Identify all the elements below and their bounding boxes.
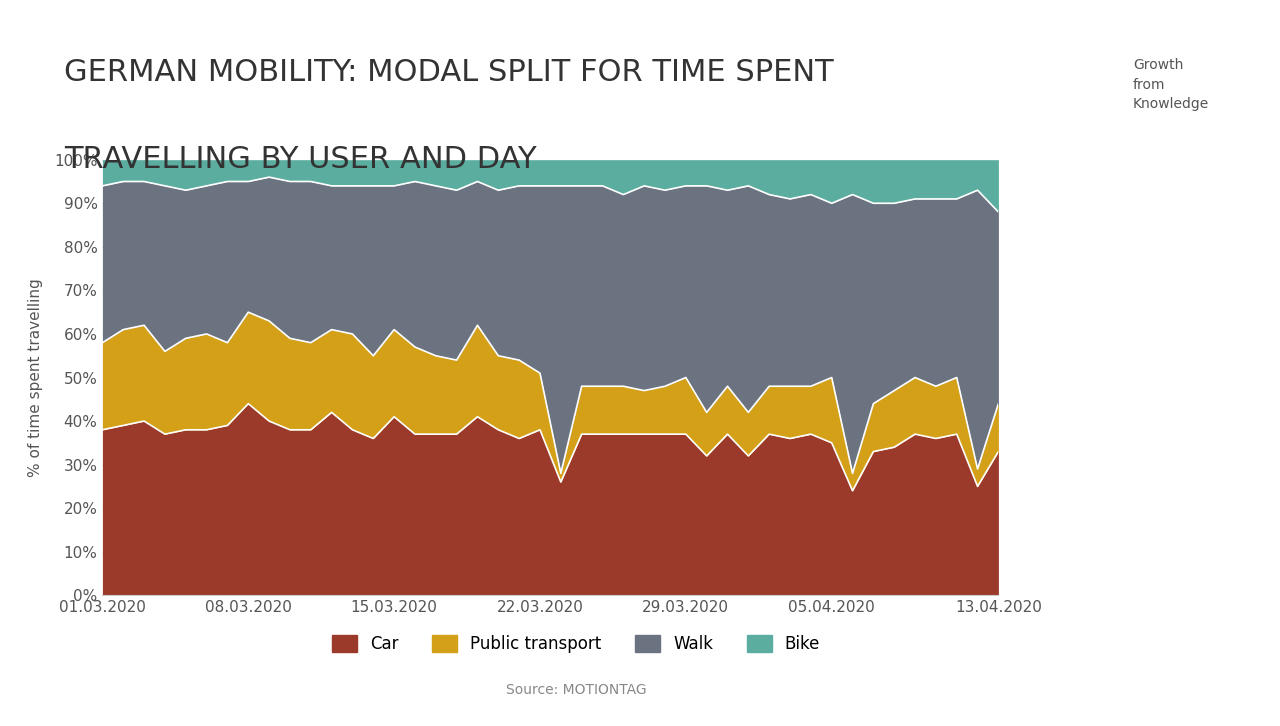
Text: GfK: GfK — [1029, 85, 1096, 118]
Text: Source: MOTIONTAG: Source: MOTIONTAG — [506, 683, 646, 697]
Legend: Car, Public transport, Walk, Bike: Car, Public transport, Walk, Bike — [325, 628, 827, 660]
Text: TRAVELLING BY USER AND DAY: TRAVELLING BY USER AND DAY — [64, 145, 536, 174]
Text: Growth
from
Knowledge: Growth from Knowledge — [1133, 58, 1210, 111]
Y-axis label: % of time spent travelling: % of time spent travelling — [28, 278, 44, 477]
Text: GERMAN MOBILITY: MODAL SPLIT FOR TIME SPENT: GERMAN MOBILITY: MODAL SPLIT FOR TIME SP… — [64, 58, 833, 87]
